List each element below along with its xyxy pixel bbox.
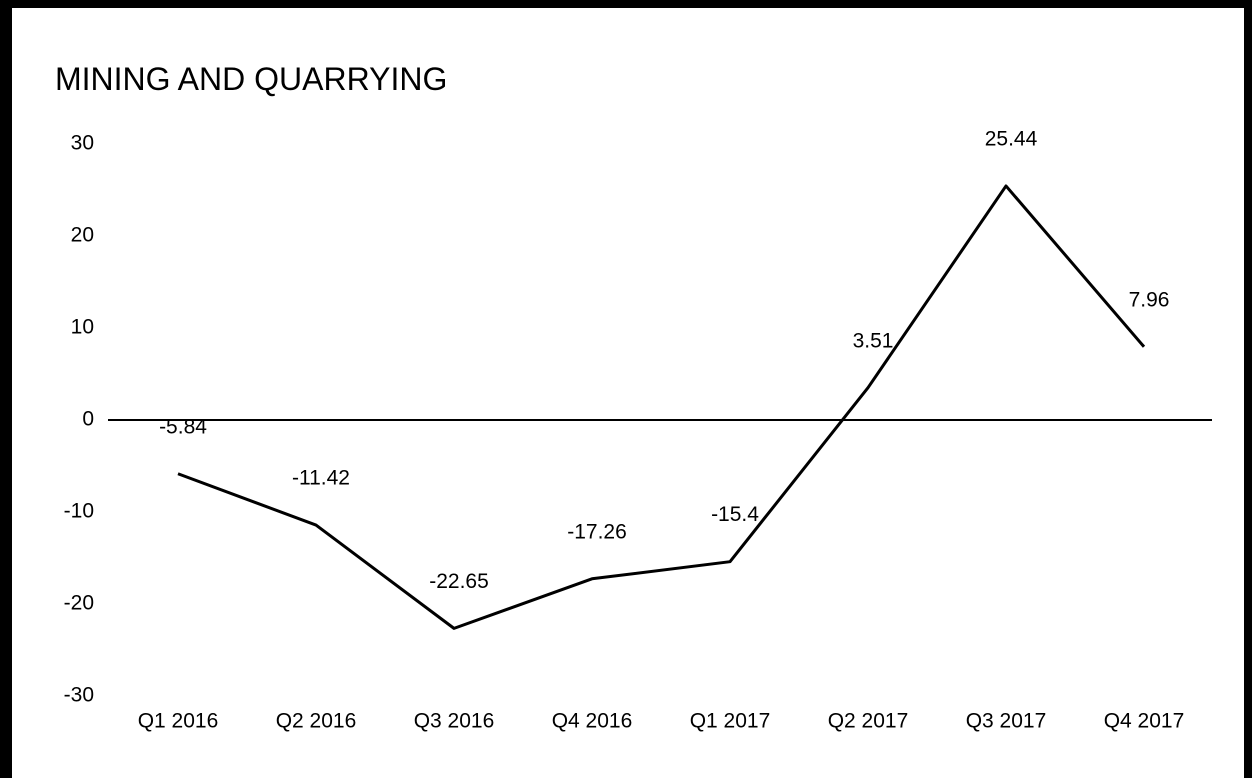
x-tick-label: Q2 2017 <box>828 710 909 733</box>
y-tick-label: -30 <box>64 684 94 707</box>
x-tick-label: Q3 2017 <box>966 710 1047 733</box>
y-tick-label: 10 <box>71 316 94 339</box>
data-label: -11.42 <box>292 467 350 490</box>
data-label: -15.4 <box>711 503 759 526</box>
x-tick-label: Q1 2016 <box>138 710 219 733</box>
y-tick-label: 0 <box>82 408 94 431</box>
x-tick-label: Q4 2016 <box>552 710 633 733</box>
data-label: 7.96 <box>1129 288 1170 311</box>
y-tick-label: 20 <box>71 224 94 247</box>
x-tick-label: Q3 2016 <box>414 710 495 733</box>
chart-title: MINING AND QUARRYING <box>55 61 447 97</box>
data-label: 3.51 <box>853 329 894 352</box>
x-tick-label: Q1 2017 <box>690 710 771 733</box>
data-label: -22.65 <box>429 570 489 593</box>
y-tick-label: 30 <box>71 132 94 155</box>
y-tick-label: -10 <box>64 500 94 523</box>
border-top <box>0 0 1252 8</box>
data-label: 25.44 <box>985 127 1038 150</box>
x-tick-label: Q2 2016 <box>276 710 357 733</box>
border-right <box>1244 0 1252 778</box>
y-tick-label: -20 <box>64 592 94 615</box>
data-label: -5.84 <box>159 415 207 438</box>
x-tick-label: Q4 2017 <box>1104 710 1185 733</box>
data-label: -17.26 <box>567 520 627 543</box>
border-left <box>0 0 12 778</box>
line <box>177 184 1146 630</box>
